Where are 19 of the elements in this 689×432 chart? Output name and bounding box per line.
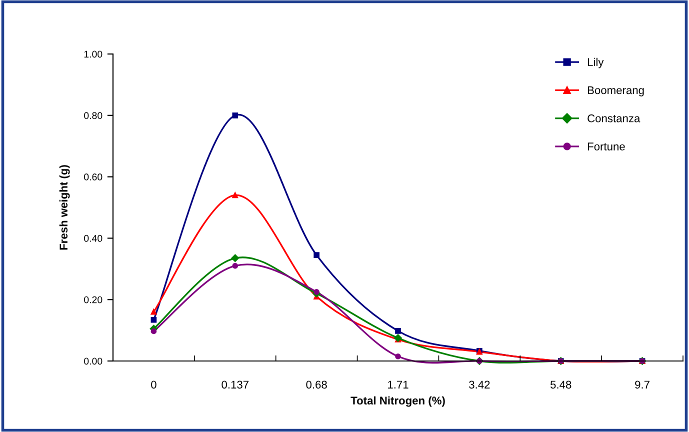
x-tick-label: 0.68 — [306, 380, 327, 389]
x-tick-label: 3.42 — [469, 380, 490, 389]
y-tick-label: 0.80 — [84, 112, 102, 120]
legend-label: Lily — [588, 58, 604, 68]
x-tick-label: 0 — [151, 380, 156, 389]
x-tick-label: 9.7 — [635, 380, 650, 389]
x-axis-title: Total Nitrogen (%) — [350, 396, 445, 407]
y-tick-label: 0.20 — [84, 296, 102, 304]
y-tick-label: 0.40 — [84, 234, 102, 242]
x-tick-label: 0.137 — [222, 380, 248, 389]
y-tick-label: 0.00 — [84, 358, 102, 365]
x-tick-label: 1.71 — [388, 380, 408, 388]
legend-label: Fortune — [588, 142, 625, 150]
legend-label: Boomerang — [588, 86, 644, 96]
y-axis-title: Fresh weight (g) — [59, 165, 70, 250]
legend-label: Constanza — [588, 114, 640, 122]
y-tick-label: 0.60 — [84, 174, 102, 180]
y-tick-label: 1.00 — [84, 50, 102, 58]
x-tick-label: 5.48 — [550, 380, 572, 389]
